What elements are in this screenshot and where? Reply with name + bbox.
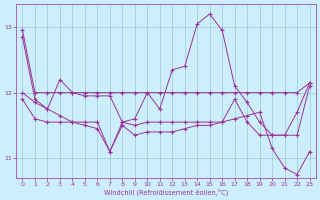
X-axis label: Windchill (Refroidissement éolien,°C): Windchill (Refroidissement éolien,°C) — [104, 188, 228, 196]
